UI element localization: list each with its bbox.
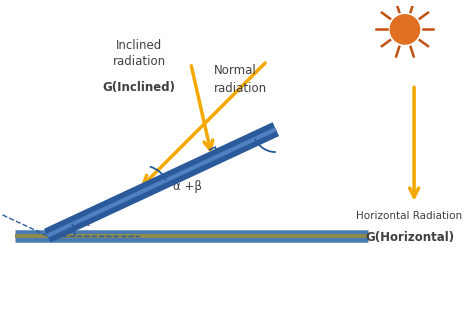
Text: Normal: Normal (214, 64, 256, 77)
Text: radiation: radiation (214, 82, 267, 95)
Text: α: α (82, 216, 90, 229)
Text: G(Inclined): G(Inclined) (102, 81, 175, 94)
Text: Inclined: Inclined (116, 39, 162, 52)
Text: G(Horizontal): G(Horizontal) (365, 231, 454, 244)
Text: Horizontal Radiation: Horizontal Radiation (356, 211, 463, 220)
Text: β: β (237, 142, 246, 154)
Text: α +β: α +β (173, 180, 202, 193)
Text: radiation: radiation (112, 55, 165, 68)
Circle shape (390, 15, 419, 44)
